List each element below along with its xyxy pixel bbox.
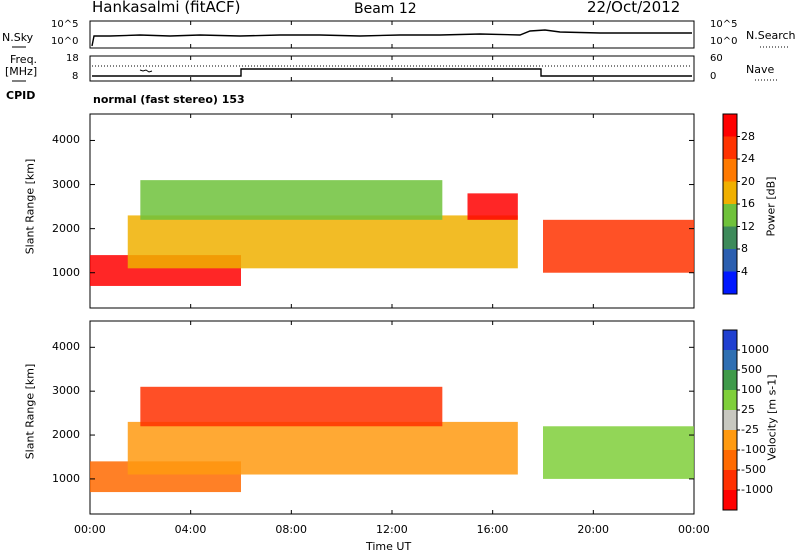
velocity-heatmap [89, 320, 695, 515]
power-heatmap [89, 113, 695, 309]
colorbars-layer [722, 113, 740, 511]
velocity-colorbar-tick-label: -100 [741, 443, 766, 456]
velocity-colorbar-swatch [723, 350, 737, 370]
power-echo-region-1 [127, 215, 518, 269]
velocity-colorbar-tick-label: -500 [741, 463, 766, 476]
xtick-label: 00:00 [678, 523, 710, 536]
xtick-label: 08:00 [275, 523, 308, 536]
velocity-colorbar-swatch [723, 470, 737, 490]
nave-blip [139, 69, 153, 73]
power-colorbar-swatch [723, 204, 737, 227]
power-echo-region-2 [140, 180, 443, 220]
velocity-colorbar-swatch [723, 410, 737, 430]
nave-tick-bottom: 0 [710, 71, 717, 82]
velocity-ytick-label: 1000 [52, 471, 80, 485]
power-ytick-label: 1000 [52, 265, 80, 279]
power-colorbar-tick-label: 4 [741, 264, 748, 278]
velocity-ylabel: Slant Range [km] [23, 363, 37, 460]
freq-tick-bottom: 8 [72, 71, 79, 82]
date-label: 22/Oct/2012 [587, 0, 681, 16]
velocity-colorbar-swatch [723, 330, 737, 350]
power-colorbar-label: Power [dB] [764, 176, 778, 237]
xaxis-label: Time UT [366, 540, 412, 553]
power-colorbar-swatch [723, 181, 737, 204]
nsky-tick-top: 10^5 [51, 19, 79, 30]
power-echo-region-3 [467, 193, 518, 220]
nsearch-label: N.Search [746, 29, 796, 42]
nsky-series [91, 29, 692, 47]
nsky-label: N.Sky [2, 31, 34, 44]
velocity-colorbar-swatch [723, 430, 737, 450]
velocity-colorbar-swatch [723, 370, 737, 390]
power-colorbar-swatch [723, 271, 737, 294]
velocity-echo-region-3 [543, 426, 694, 479]
xtick-label: 00:00 [74, 523, 106, 536]
nave-tick-top: 60 [710, 53, 723, 64]
power-colorbar-tick-label: 8 [741, 242, 748, 255]
velocity-colorbar-swatch [723, 390, 737, 410]
power-colorbar-tick-label: 24 [741, 152, 755, 165]
axes-layer [89, 21, 695, 514]
power-colorbar-swatch [723, 249, 737, 272]
nsearch-tick-top: 10^5 [710, 19, 738, 30]
station-title: Hankasalmi (fitACF) [92, 0, 241, 16]
velocity-colorbar-frame [722, 329, 738, 511]
nave-label: Nave [746, 63, 775, 76]
freq-label: Freq. [10, 53, 38, 66]
velocity-echo-region-2 [140, 386, 443, 427]
velocity-colorbar-tick-label: 100 [741, 383, 762, 396]
power-ylabel: Slant Range [km] [23, 158, 37, 255]
power-colorbar-swatch [723, 226, 737, 249]
xtick-label: 16:00 [476, 523, 509, 536]
power-ytick-label: 3000 [52, 177, 80, 191]
freq-series [92, 68, 692, 77]
xtick-label: 04:00 [174, 523, 207, 536]
cpid-value: normal (fast stereo) 153 [93, 93, 245, 106]
nsearch-tick-bottom: 10^0 [710, 36, 738, 47]
velocity-colorbar-tick-label: -1000 [741, 483, 773, 496]
power-colorbar-tick-label: 12 [741, 219, 755, 233]
velocity-colorbar-tick-label: 25 [741, 403, 755, 416]
xtick-label: 20:00 [577, 523, 610, 536]
velocity-colorbar-label: Velocity [m s-1] [765, 374, 779, 461]
power-colorbar-swatch [723, 159, 737, 182]
power-ytick-label: 2000 [52, 221, 80, 235]
power-colorbar-tick-label: 16 [741, 197, 755, 210]
velocity-ytick-label: 3000 [52, 384, 80, 398]
nsky-tick-bottom: 10^0 [51, 36, 79, 47]
velocity-ytick-label: 2000 [52, 428, 80, 442]
beam-label: Beam 12 [354, 1, 417, 17]
velocity-colorbar-swatch [723, 490, 737, 510]
xtick-label: 12:00 [376, 523, 408, 536]
power-colorbar-tick-label: 28 [741, 129, 755, 143]
power-ytick-label: 4000 [52, 133, 80, 147]
velocity-colorbar-swatch [723, 450, 737, 470]
power-echo-region-4 [543, 219, 694, 273]
velocity-colorbar-tick-label: 1000 [741, 343, 769, 356]
freq-tick-top: 18 [66, 53, 79, 64]
freq-unit: [MHz] [5, 65, 38, 78]
cpid-label: CPID [6, 89, 36, 102]
power-colorbar-swatch [723, 114, 737, 137]
velocity-colorbar-tick-label: 500 [741, 363, 762, 376]
velocity-echo-layer [90, 386, 694, 493]
velocity-colorbar-tick-label: -25 [741, 423, 759, 436]
power-colorbar-swatch [723, 136, 737, 159]
power-colorbar-tick-label: 20 [741, 174, 755, 188]
power-echo-layer [90, 180, 694, 286]
velocity-echo-region-1 [127, 421, 518, 475]
velocity-ytick-label: 4000 [52, 340, 80, 354]
